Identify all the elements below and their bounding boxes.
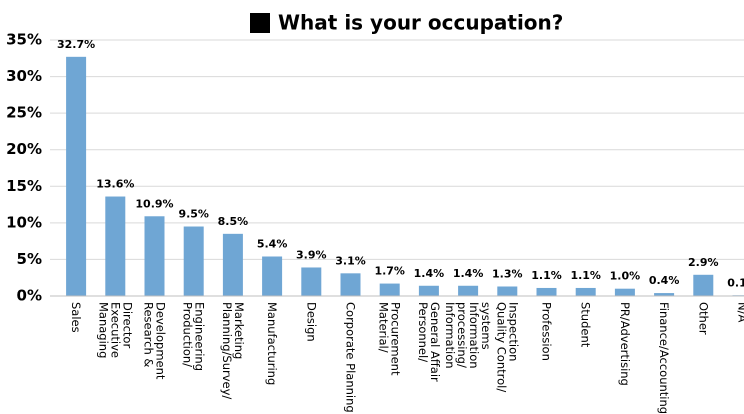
bar: [379, 283, 400, 296]
x-tick-label: Sales: [69, 302, 84, 333]
value-label: 1.4%: [414, 267, 445, 280]
x-tick-label: Manufacturing: [265, 302, 280, 386]
y-tick-label: 0%: [17, 287, 42, 305]
bar: [418, 285, 439, 296]
bar: [183, 226, 204, 296]
value-label: 1.1%: [570, 269, 601, 282]
x-tick-label: Personnel/ General Affair: [415, 302, 442, 382]
bar: [66, 56, 87, 296]
value-label: 3.1%: [335, 254, 366, 267]
value-label: 5.4%: [257, 238, 288, 251]
y-tick-label: 30%: [6, 67, 42, 85]
x-tick-label: N/A: [735, 302, 744, 323]
x-tick-label: Managing Executive Director: [96, 302, 135, 359]
y-tick-label: 10%: [6, 213, 42, 231]
value-label: 1.7%: [374, 265, 405, 278]
y-tick-label: 20%: [6, 140, 42, 158]
y-tick-label: 25%: [6, 104, 42, 122]
chart-title: What is your occupation?: [278, 11, 563, 35]
x-tick-label: Production/ Engineering: [180, 302, 207, 371]
bar: [262, 256, 283, 296]
x-tick-label: Planning/Survey/ Marketing: [219, 302, 246, 400]
bar: [536, 287, 557, 296]
x-tick-label: Student: [578, 302, 593, 348]
bar: [575, 287, 596, 296]
bar: [614, 288, 635, 296]
value-label: 10.9%: [135, 197, 173, 210]
value-label: 1.0%: [610, 270, 641, 283]
x-tick-label: Other: [696, 302, 711, 335]
x-tick-label: Material/ Procurement: [376, 302, 403, 376]
value-label: 3.9%: [296, 248, 327, 261]
value-label: 13.6%: [96, 178, 134, 191]
value-label: 1.1%: [531, 269, 562, 282]
value-label: 32.7%: [57, 38, 95, 51]
x-tick-label: Information processing/ Information syst…: [443, 302, 494, 369]
y-tick-label: 5%: [17, 250, 42, 268]
bar: [458, 285, 479, 296]
title-square: [250, 13, 270, 33]
x-tick-label: Profession: [539, 302, 554, 361]
bar: [497, 286, 518, 296]
value-label: 1.4%: [453, 267, 484, 280]
bar: [654, 293, 675, 296]
value-label: 2.9%: [688, 256, 719, 269]
x-tick-label: Research & Development: [141, 302, 168, 380]
bar: [222, 233, 243, 296]
x-tick-label: Design: [304, 302, 319, 342]
bar: [105, 196, 126, 296]
bar: [340, 273, 361, 296]
bar: [693, 274, 714, 296]
value-label: 0.1%: [727, 276, 744, 289]
bar: [301, 267, 322, 296]
value-label: 0.4%: [649, 274, 680, 287]
x-tick-label: Quality Control/ Inspection: [494, 302, 521, 393]
x-tick-label: Corporate Planning: [343, 302, 358, 413]
value-label: 8.5%: [218, 215, 249, 228]
value-label: 1.3%: [492, 267, 523, 280]
x-tick-label: PR/Advertising: [617, 302, 632, 386]
value-label: 9.5%: [178, 208, 209, 221]
y-tick-label: 15%: [6, 177, 42, 195]
y-tick-label: 35%: [6, 31, 42, 49]
bar: [144, 216, 165, 296]
x-tick-label: Finance/Accounting: [657, 302, 672, 414]
